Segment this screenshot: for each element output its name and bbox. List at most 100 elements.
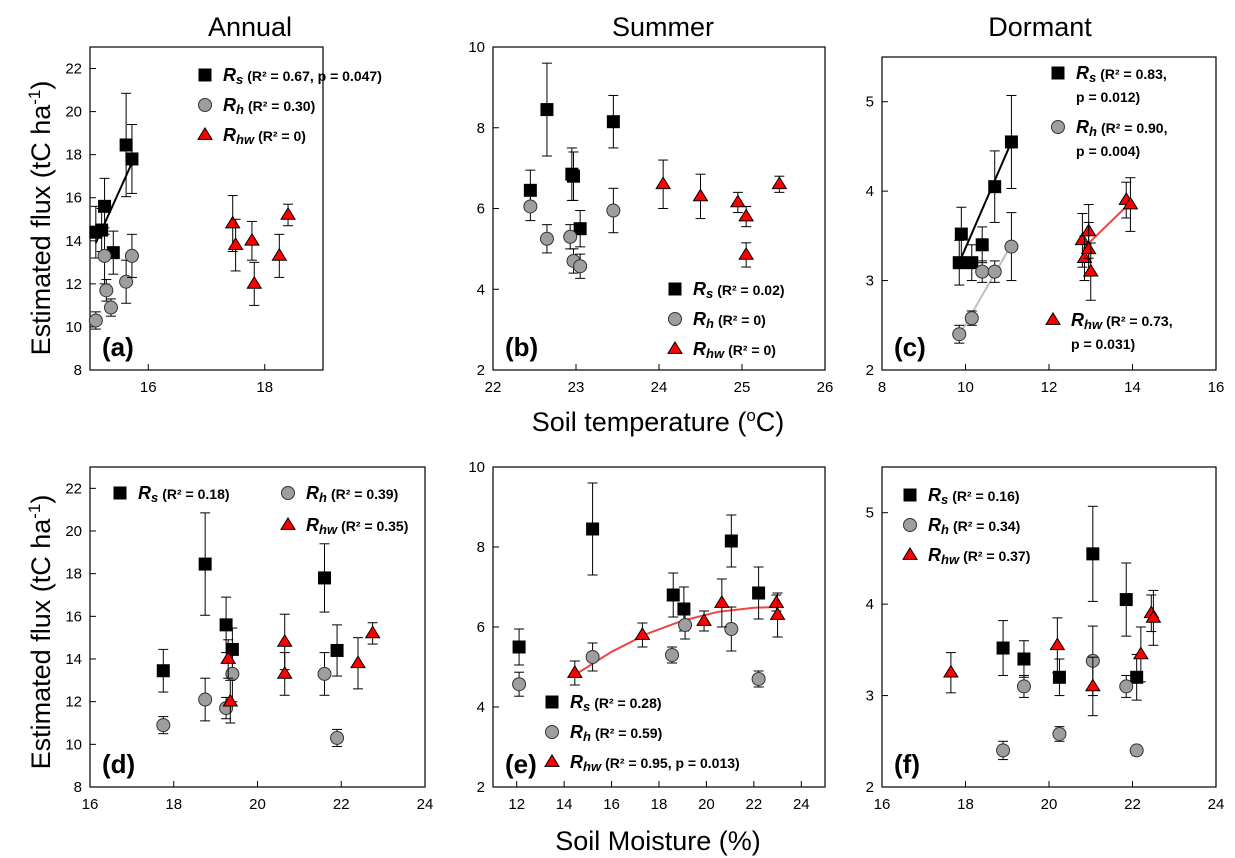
legend-label-rhw: Rhw (R² = 0) [223, 125, 306, 147]
point-rh [512, 677, 527, 692]
x-tick-label: 16 [140, 379, 157, 396]
ylabel-bottom: Estimated flux (tC ha-1) [25, 495, 56, 770]
legend: Rs (R² = 0.02) Rh (R² = 0) Rhw (R² = 0) [667, 279, 785, 361]
y-tick-label: 4 [477, 281, 485, 298]
legend-marker-rs [668, 282, 682, 296]
panel-letter: (c) [894, 332, 926, 362]
point-rs [1119, 593, 1133, 607]
legend-label-rs: Rs (R² = 0.18) [138, 483, 230, 505]
x-tick-label: 22 [1124, 796, 1141, 813]
point-rh [964, 311, 979, 326]
panel-letter: (a) [102, 332, 134, 362]
y-tick-label: 2 [477, 362, 485, 379]
fit-line-rs [956, 141, 1013, 268]
panel-5: 2 3 4 5 16 18 20 22 24 (f) Rs (R² = 0.16) Rh (R² = 0.… [866, 466, 1225, 813]
point-rs [1017, 652, 1031, 666]
panel-3: 8 10 12 14 16 18 20 22 16 18 20 22 24 (d) Rs (R² = 0.18… [65, 466, 434, 813]
point-rhw [227, 237, 244, 250]
point-rhw [713, 594, 730, 608]
legend-marker-rs [903, 488, 917, 502]
legend-marker-rhw [902, 546, 918, 560]
y-tick-label: 22 [65, 480, 82, 497]
col-title-dormant: Dormant [988, 12, 1092, 42]
panel-letter: (b) [505, 332, 538, 362]
point-rhw [738, 208, 755, 222]
point-rh [678, 618, 693, 632]
panel-0: 8 10 12 14 16 18 20 22 16 18 (a) Rs (R² = 0.67, p = … [65, 46, 382, 396]
point-rs [512, 640, 526, 654]
legend: Rs (R² = 0.28) Rh (R² = 0.59) Rhw (R² = 0.95,… [544, 692, 740, 774]
point-rs [1130, 670, 1144, 684]
legend: Rs (R² = 0.16) Rh (R² = 0.34) Rhw (R² = 0.37) [902, 485, 1030, 567]
y-tick-label: 22 [65, 61, 82, 78]
point-rs [988, 180, 1002, 194]
point-rhw [692, 188, 709, 202]
point-rh [119, 274, 134, 289]
x-tick-label: 20 [698, 796, 715, 813]
point-rhw [768, 594, 785, 608]
y-tick-label: 4 [866, 596, 874, 613]
point-rhw [942, 664, 959, 678]
y-tick-label: 16 [65, 190, 82, 207]
x-tick-label: 24 [1208, 796, 1225, 813]
point-rhw [1145, 609, 1162, 623]
point-rh [724, 622, 739, 636]
y-tick-label: 6 [477, 201, 485, 218]
y-tick-label: 2 [477, 779, 485, 796]
point-rhw [1132, 646, 1149, 660]
y-tick-label: 8 [74, 779, 82, 796]
legend-marker-rh [281, 486, 295, 500]
y-tick-label: 20 [65, 523, 82, 540]
y-tick-label: 3 [866, 688, 874, 705]
point-rhw [634, 626, 651, 640]
point-rhw [222, 693, 239, 707]
point-rhw [1074, 232, 1091, 246]
point-rs [724, 534, 738, 548]
y-tick-label: 3 [866, 273, 874, 290]
x-tick-label: 23 [568, 379, 585, 396]
legend-label-rs: Rs (R² = 0.28) [570, 692, 662, 714]
legend-label-rs: Rs (R² = 0.83, [1076, 63, 1167, 85]
y-tick-label: 8 [74, 362, 82, 379]
point-rh [665, 648, 680, 662]
x-tick-label: 18 [957, 796, 974, 813]
point-rhw [771, 176, 788, 190]
point-rh [952, 327, 967, 342]
y-tick-label: 10 [468, 459, 485, 476]
y-tick-label: 10 [468, 39, 485, 56]
point-rh [330, 730, 345, 745]
point-rhw [280, 206, 296, 220]
x-tick-label: 14 [556, 796, 573, 813]
y-tick-label: 16 [65, 608, 82, 625]
point-rh [987, 264, 1002, 279]
point-rhw [1082, 263, 1099, 277]
legend-label2-rhw: p = 0.031) [1071, 336, 1135, 352]
legend-marker-rh [1051, 120, 1065, 134]
point-rhw [1122, 196, 1139, 210]
point-rs [586, 522, 600, 536]
y-tick-label: 12 [65, 276, 82, 293]
panel-letter: (e) [505, 749, 537, 779]
y-tick-label: 10 [65, 736, 82, 753]
legend-label-rh: Rh (R² = 0) [693, 309, 766, 331]
legend-marker-rh [545, 725, 559, 739]
point-rs [677, 602, 691, 616]
point-rhw [696, 612, 712, 626]
x-tick-label: 24 [417, 796, 434, 813]
point-rhw [271, 247, 288, 261]
y-tick-label: 6 [477, 619, 485, 636]
panel-letter: (d) [102, 749, 135, 779]
y-tick-label: 4 [866, 183, 874, 200]
x-tick-label: 16 [874, 796, 891, 813]
legend-label-rh: Rh (R² = 0.34) [928, 515, 1020, 537]
legend-label-rhw: Rhw (R² = 0.73, [1071, 310, 1173, 332]
legend-marker-rhw [280, 516, 296, 530]
y-tick-label: 8 [477, 120, 485, 137]
x-tick-label: 20 [249, 796, 266, 813]
point-rs [156, 664, 170, 678]
legend-label-rh: Rh (R² = 0.90, [1076, 117, 1167, 139]
x-tick-label: 24 [651, 379, 668, 396]
